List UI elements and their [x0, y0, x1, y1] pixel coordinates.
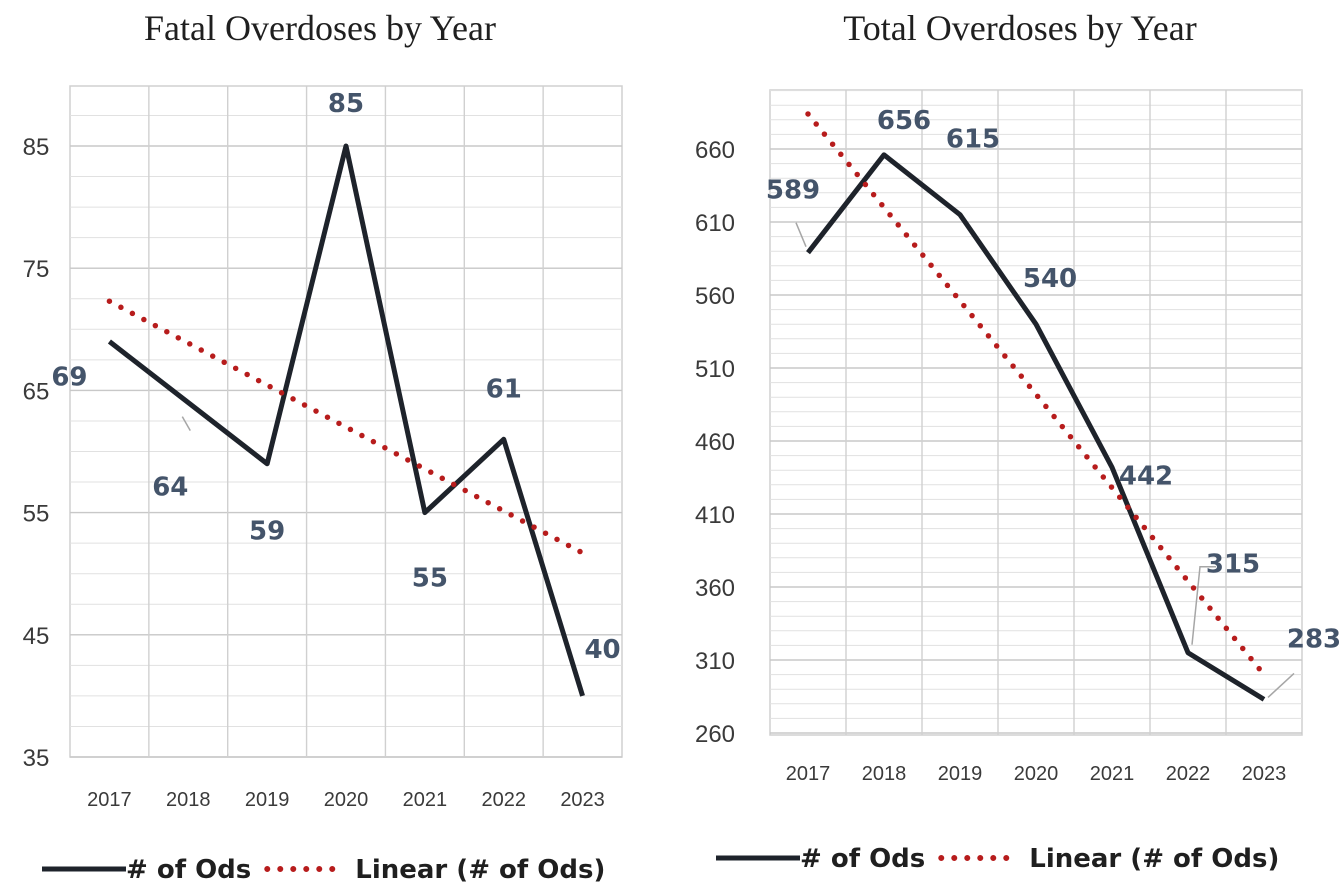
- y-tick-label: 75: [23, 256, 50, 283]
- main-series-line: [107, 143, 585, 697]
- data-label: 61: [486, 374, 522, 404]
- x-tick-label: 2019: [938, 763, 983, 785]
- legend-entry: Linear (# of Ods): [1029, 844, 1279, 874]
- x-tick-label: 2023: [1242, 763, 1287, 785]
- x-tick-label: 2023: [560, 789, 605, 811]
- data-label: 656: [877, 106, 931, 136]
- x-tick-label: 2022: [1166, 763, 1211, 785]
- data-label: 85: [328, 89, 364, 119]
- trendline-series: [106, 298, 586, 556]
- chart-title: Total Overdoses by Year: [843, 8, 1196, 48]
- total-overdoses-chart: Total Overdoses by Year 260 310 360 410 460 5…: [695, 8, 1341, 874]
- label-leader-line: [795, 222, 807, 247]
- y-tick-label: 45: [23, 623, 50, 650]
- y-tick-label: 360: [695, 575, 735, 602]
- data-label: 540: [1023, 264, 1077, 294]
- label-leader-line: [181, 416, 191, 431]
- x-tick-label: 2017: [87, 789, 132, 811]
- x-tick-label: 2018: [166, 789, 211, 811]
- y-tick-label: 85: [23, 134, 50, 161]
- data-label: 59: [249, 517, 285, 547]
- legend-entry: # of Ods: [126, 855, 251, 885]
- label-leader-line: [1191, 565, 1216, 645]
- y-tick-label: 660: [695, 137, 735, 164]
- data-label: 64: [152, 473, 188, 503]
- chart-title: Fatal Overdoses by Year: [144, 8, 496, 48]
- plot-area: [769, 89, 1303, 736]
- data-label: 69: [51, 363, 87, 393]
- y-tick-label: 410: [695, 502, 735, 529]
- y-tick-label: 310: [695, 648, 735, 675]
- data-label: 315: [1206, 550, 1260, 580]
- y-tick-label: 35: [23, 745, 50, 772]
- data-label: 40: [584, 635, 620, 665]
- x-tick-label: 2020: [1014, 763, 1059, 785]
- x-tick-label: 2021: [1090, 763, 1135, 785]
- data-label: 283: [1287, 624, 1341, 654]
- trendline-series: [805, 111, 1267, 678]
- x-tick-label: 2018: [862, 763, 907, 785]
- data-label: 55: [412, 564, 448, 594]
- y-tick-label: 260: [695, 721, 735, 748]
- data-label: 615: [946, 125, 1000, 155]
- y-tick-label: 610: [695, 210, 735, 237]
- data-label: 589: [766, 176, 820, 206]
- x-tick-label: 2017: [786, 763, 831, 785]
- y-tick-label: 560: [695, 283, 735, 310]
- x-tick-label: 2022: [481, 789, 526, 811]
- x-tick-label: 2019: [245, 789, 290, 811]
- legend-entry: Linear (# of Ods): [355, 855, 605, 885]
- fatal-overdoses-chart: Fatal Overdoses by Year 35 45 55 65 75 85 201…: [23, 8, 623, 885]
- main-series-line: [806, 152, 1266, 702]
- x-tick-label: 2020: [324, 789, 369, 811]
- data-label: 442: [1119, 461, 1173, 491]
- label-leader-line: [1267, 672, 1295, 698]
- y-tick-label: 460: [695, 429, 735, 456]
- y-tick-label: 65: [23, 378, 50, 405]
- legend-entry: # of Ods: [800, 844, 925, 874]
- x-tick-label: 2021: [403, 789, 448, 811]
- y-tick-label: 510: [695, 356, 735, 383]
- plot-area: [69, 85, 623, 758]
- y-tick-label: 55: [23, 501, 50, 528]
